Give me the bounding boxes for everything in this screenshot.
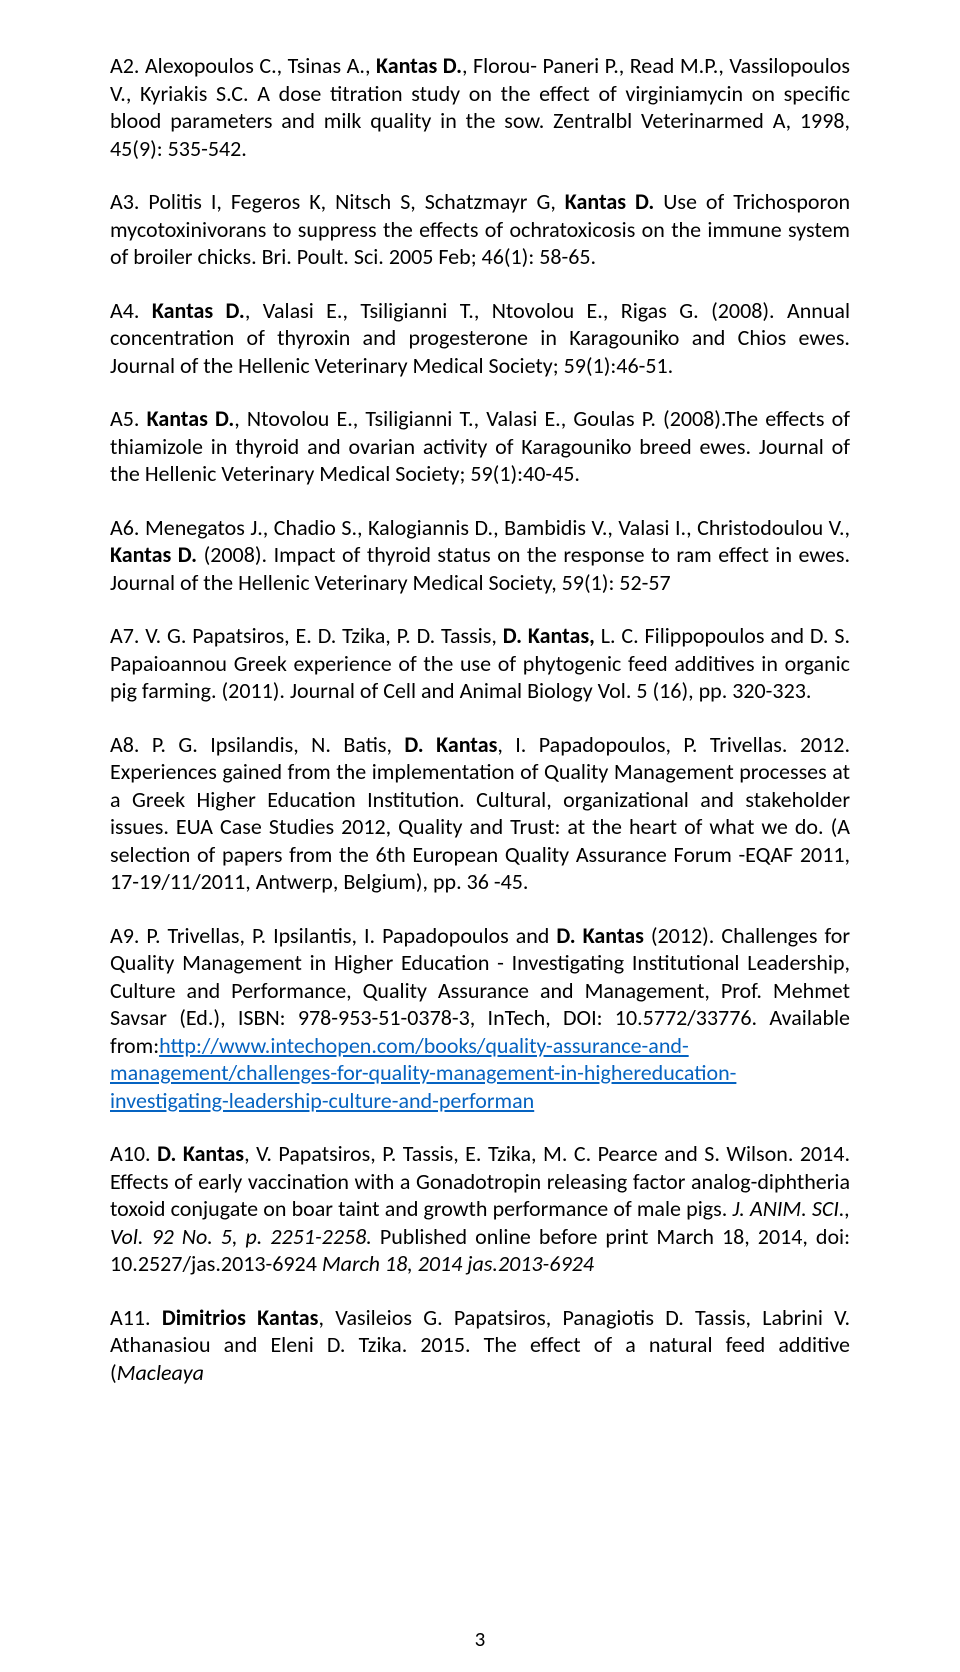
bold-text: Kantas D.: [565, 188, 655, 215]
text: A3. Politis I, Fegeros K, Nitsch S, Scha…: [110, 188, 565, 215]
italic-text: March 18, 2014 jas.2013-6924: [322, 1250, 594, 1277]
text: A2. Alexopoulos C., Tsinas A.,: [110, 52, 376, 79]
text: A10.: [110, 1140, 157, 1167]
bold-text: Kantas D.: [376, 52, 462, 79]
text: (2008). Impact of thyroid status on the …: [110, 541, 850, 596]
text: A4.: [110, 297, 152, 324]
reference-a8: A8. P. G. Ipsilandis, N. Batis, D. Kanta…: [110, 731, 850, 896]
bold-text: Kantas D.: [110, 541, 197, 568]
text: A9. P. Trivellas, P. Ipsilantis, I. Papa…: [110, 922, 556, 949]
reference-link[interactable]: http://www.intechopen.com/books/quality-…: [110, 1032, 736, 1114]
reference-a2: A2. Alexopoulos C., Tsinas A., Kantas D.…: [110, 52, 850, 162]
reference-a11: A11. Dimitrios Kantas, Vasileios G. Papa…: [110, 1304, 850, 1387]
reference-a6: A6. Menegatos J., Chadio S., Kalogiannis…: [110, 514, 850, 597]
document-page: A2. Alexopoulos C., Tsinas A., Kantas D.…: [0, 0, 960, 1672]
text: A7. V. G. Papatsiros, E. D. Tzika, P. D.…: [110, 622, 503, 649]
bold-text: D. Kantas: [556, 922, 644, 949]
italic-text: Macleaya: [117, 1359, 204, 1386]
bold-text: Kantas D.: [147, 405, 235, 432]
bold-text: D. Kantas,: [503, 622, 595, 649]
reference-a10: A10. D. Kantas, V. Papatsiros, P. Tassis…: [110, 1140, 850, 1278]
reference-a9: A9. P. Trivellas, P. Ipsilantis, I. Papa…: [110, 922, 850, 1115]
bold-text: D. Kantas: [404, 731, 497, 758]
page-number: 3: [0, 1626, 960, 1652]
bold-text: Dimitrios Kantas: [162, 1304, 319, 1331]
text: A8. P. G. Ipsilandis, N. Batis,: [110, 731, 404, 758]
reference-a5: A5. Kantas D., Ntovolou E., Tsiligianni …: [110, 405, 850, 488]
bold-text: Kantas D.: [152, 297, 245, 324]
text: A11.: [110, 1304, 162, 1331]
reference-a3: A3. Politis I, Fegeros K, Nitsch S, Scha…: [110, 188, 850, 271]
reference-list: A2. Alexopoulos C., Tsinas A., Kantas D.…: [110, 52, 850, 1386]
text: A6. Menegatos J., Chadio S., Kalogiannis…: [110, 514, 850, 541]
reference-a7: A7. V. G. Papatsiros, E. D. Tzika, P. D.…: [110, 622, 850, 705]
bold-text: D. Kantas: [157, 1140, 244, 1167]
text: A5.: [110, 405, 147, 432]
reference-a4: A4. Kantas D., Valasi E., Tsiligianni T.…: [110, 297, 850, 380]
